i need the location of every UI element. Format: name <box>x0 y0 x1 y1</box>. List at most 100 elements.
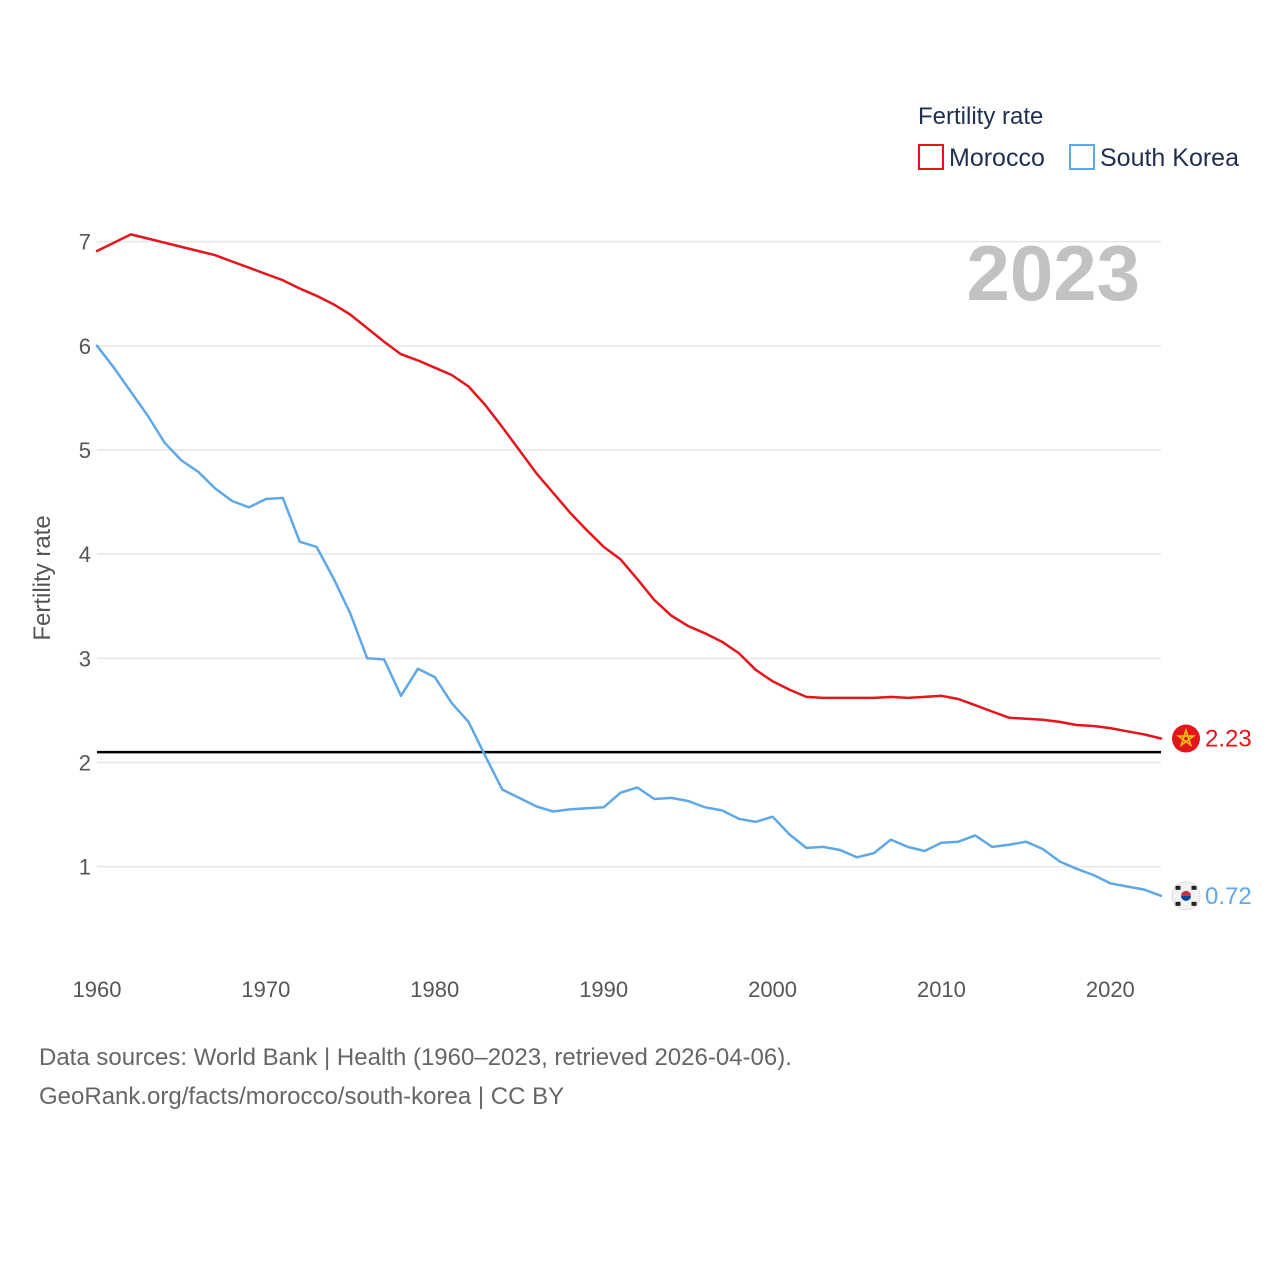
data-point-south-korea[interactable] <box>650 795 658 803</box>
data-point-morocco[interactable] <box>1005 714 1013 722</box>
data-point-morocco[interactable] <box>363 324 371 332</box>
data-point-morocco[interactable] <box>313 292 321 300</box>
data-point-south-korea[interactable] <box>1123 882 1131 890</box>
data-point-south-korea[interactable] <box>887 836 895 844</box>
legend-swatch-south-korea[interactable] <box>1069 144 1095 170</box>
data-point-morocco[interactable] <box>414 356 422 364</box>
data-point-south-korea[interactable] <box>498 786 506 794</box>
data-point-morocco[interactable] <box>937 692 945 700</box>
data-point-south-korea[interactable] <box>785 830 793 838</box>
series-line-morocco[interactable] <box>95 233 1163 740</box>
data-point-morocco[interactable] <box>346 311 354 319</box>
data-point-morocco[interactable] <box>667 612 675 620</box>
data-point-morocco[interactable] <box>971 701 979 709</box>
data-point-south-korea[interactable] <box>465 718 473 726</box>
data-point-south-korea[interactable] <box>633 784 641 792</box>
data-point-south-korea[interactable] <box>110 364 118 372</box>
data-point-morocco[interactable] <box>1089 722 1097 730</box>
data-point-morocco[interactable] <box>583 526 591 534</box>
data-point-morocco[interactable] <box>465 382 473 390</box>
data-point-morocco[interactable] <box>431 364 439 372</box>
legend-swatch-morocco[interactable] <box>918 144 944 170</box>
data-point-morocco[interactable] <box>954 695 962 703</box>
data-point-south-korea[interactable] <box>954 838 962 846</box>
data-point-south-korea[interactable] <box>600 803 608 811</box>
data-point-south-korea[interactable] <box>836 846 844 854</box>
data-point-morocco[interactable] <box>819 694 827 702</box>
data-point-south-korea[interactable] <box>1089 871 1097 879</box>
data-point-morocco[interactable] <box>194 247 202 255</box>
data-point-south-korea[interactable] <box>701 803 709 811</box>
data-point-south-korea[interactable] <box>194 468 202 476</box>
data-point-morocco[interactable] <box>1106 724 1114 732</box>
data-point-morocco[interactable] <box>1056 718 1064 726</box>
data-point-morocco[interactable] <box>549 489 557 497</box>
data-point-morocco[interactable] <box>515 446 523 454</box>
data-point-morocco[interactable] <box>161 239 169 247</box>
data-point-morocco[interactable] <box>836 694 844 702</box>
data-point-morocco[interactable] <box>279 276 287 284</box>
data-point-south-korea[interactable] <box>346 610 354 618</box>
data-point-south-korea[interactable] <box>870 849 878 857</box>
data-point-morocco[interactable] <box>228 257 236 265</box>
legend-label-south-korea[interactable]: South Korea <box>1100 144 1239 172</box>
data-point-south-korea[interactable] <box>1106 879 1114 887</box>
data-point-south-korea[interactable] <box>414 665 422 673</box>
data-point-south-korea[interactable] <box>617 789 625 797</box>
data-point-south-korea[interactable] <box>363 654 371 662</box>
data-point-morocco[interactable] <box>532 469 540 477</box>
series-line-south-korea[interactable] <box>95 344 1163 898</box>
data-point-morocco[interactable] <box>633 575 641 583</box>
data-point-morocco[interactable] <box>127 230 135 238</box>
data-point-south-korea[interactable] <box>1073 865 1081 873</box>
data-point-south-korea[interactable] <box>177 456 185 464</box>
data-point-morocco[interactable] <box>735 649 743 657</box>
data-point-south-korea[interactable] <box>1039 845 1047 853</box>
data-point-morocco[interactable] <box>617 555 625 563</box>
data-point-morocco[interactable] <box>481 401 489 409</box>
data-point-south-korea[interactable] <box>279 494 287 502</box>
data-point-south-korea[interactable] <box>532 802 540 810</box>
data-point-morocco[interactable] <box>93 247 101 255</box>
data-point-south-korea[interactable] <box>921 847 929 855</box>
data-point-south-korea[interactable] <box>1056 857 1064 865</box>
data-point-south-korea[interactable] <box>313 543 321 551</box>
data-point-morocco[interactable] <box>329 300 337 308</box>
data-point-morocco[interactable] <box>498 423 506 431</box>
data-point-south-korea[interactable] <box>904 843 912 851</box>
data-point-south-korea[interactable] <box>1022 838 1030 846</box>
data-point-morocco[interactable] <box>769 677 777 685</box>
legend-label-morocco[interactable]: Morocco <box>949 144 1045 172</box>
data-point-morocco[interactable] <box>262 270 270 278</box>
data-point-morocco[interactable] <box>802 693 810 701</box>
data-point-morocco[interactable] <box>380 338 388 346</box>
data-point-morocco[interactable] <box>600 543 608 551</box>
data-point-south-korea[interactable] <box>583 804 591 812</box>
data-point-south-korea[interactable] <box>144 412 152 420</box>
data-point-south-korea[interactable] <box>127 388 135 396</box>
data-point-morocco[interactable] <box>650 596 658 604</box>
data-point-morocco[interactable] <box>110 239 118 247</box>
data-point-south-korea[interactable] <box>549 807 557 815</box>
data-point-south-korea[interactable] <box>971 831 979 839</box>
data-point-morocco[interactable] <box>988 707 996 715</box>
data-point-south-korea[interactable] <box>431 673 439 681</box>
data-point-south-korea[interactable] <box>802 844 810 852</box>
data-point-south-korea[interactable] <box>329 574 337 582</box>
data-point-morocco[interactable] <box>853 694 861 702</box>
data-point-south-korea[interactable] <box>735 815 743 823</box>
data-point-morocco[interactable] <box>245 264 253 272</box>
data-point-south-korea[interactable] <box>1005 841 1013 849</box>
data-point-morocco[interactable] <box>1039 716 1047 724</box>
data-point-south-korea[interactable] <box>296 538 304 546</box>
data-point-south-korea[interactable] <box>1157 892 1165 900</box>
data-point-morocco[interactable] <box>921 693 929 701</box>
data-point-south-korea[interactable] <box>448 699 456 707</box>
data-point-south-korea[interactable] <box>819 843 827 851</box>
data-point-south-korea[interactable] <box>161 439 169 447</box>
data-point-south-korea[interactable] <box>937 839 945 847</box>
data-point-morocco[interactable] <box>397 350 405 358</box>
data-point-morocco[interactable] <box>718 638 726 646</box>
data-point-south-korea[interactable] <box>228 497 236 505</box>
data-point-morocco[interactable] <box>1140 730 1148 738</box>
